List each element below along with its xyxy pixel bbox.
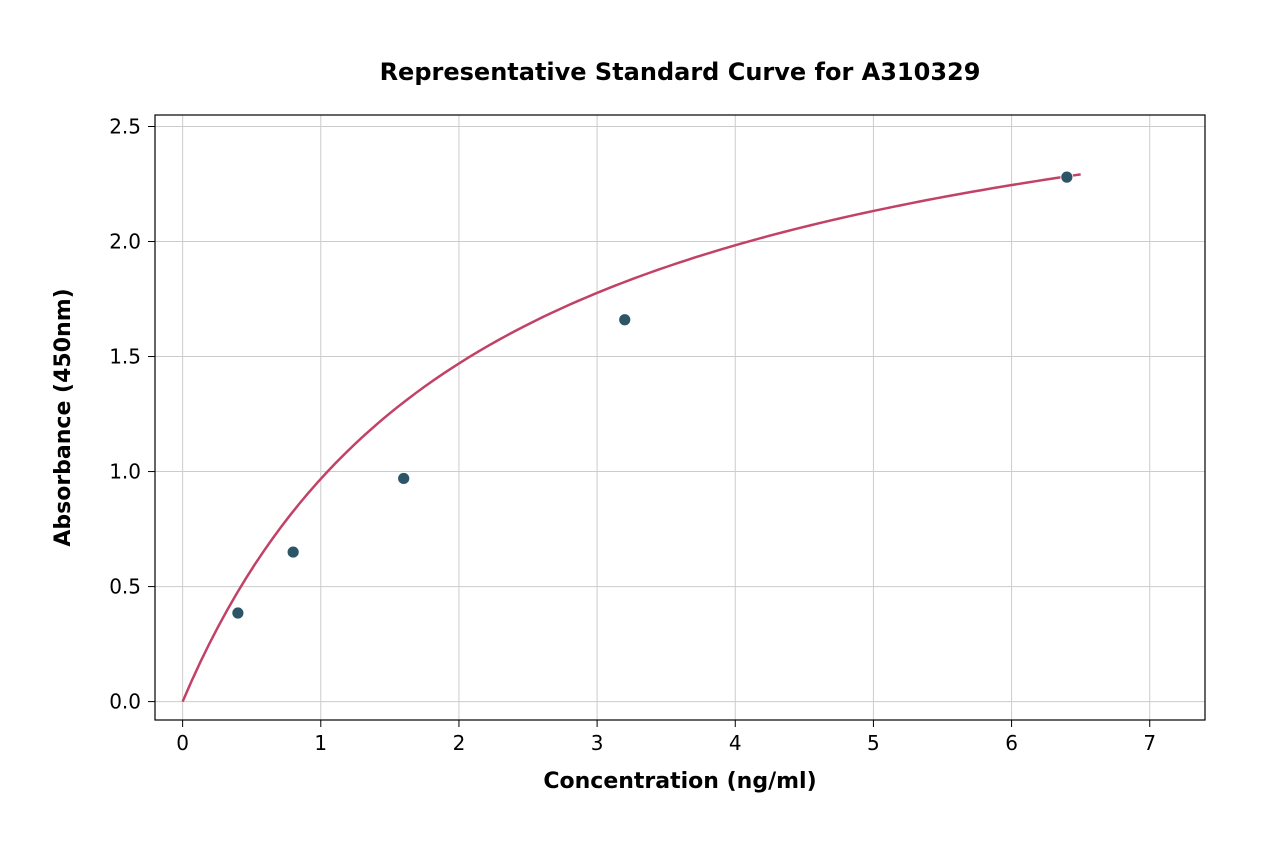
- fitted-curve: [183, 174, 1081, 701]
- data-point: [1061, 171, 1073, 183]
- data-points: [232, 171, 1073, 619]
- x-tick-label: 7: [1143, 731, 1156, 755]
- plot-border: [155, 115, 1205, 720]
- y-tick-label: 0.0: [109, 690, 141, 714]
- x-tick-label: 2: [453, 731, 466, 755]
- x-tick-label: 6: [1005, 731, 1018, 755]
- x-axis-label: Concentration (ng/ml): [543, 769, 816, 794]
- chart-title: Representative Standard Curve for A31032…: [380, 58, 981, 86]
- chart-container: Representative Standard Curve for A31032…: [0, 0, 1280, 845]
- data-point: [398, 472, 410, 484]
- data-point: [232, 607, 244, 619]
- y-tick-label: 1.0: [109, 460, 141, 484]
- chart-svg: Representative Standard Curve for A31032…: [0, 0, 1280, 845]
- x-tick-label: 4: [729, 731, 742, 755]
- grid: [155, 115, 1205, 720]
- x-tick-label: 1: [314, 731, 327, 755]
- data-point: [287, 546, 299, 558]
- y-tick-label: 2.0: [109, 230, 141, 254]
- y-tick-label: 0.5: [109, 575, 141, 599]
- y-tick-label: 2.5: [109, 115, 141, 139]
- y-tick-label: 1.5: [109, 345, 141, 369]
- y-ticks: 0.0 0.5 1.0 1.5 2.0 2.5: [109, 115, 155, 714]
- data-point: [619, 314, 631, 326]
- x-tick-label: 5: [867, 731, 880, 755]
- y-axis-label: Absorbance (450nm): [51, 288, 76, 546]
- x-tick-label: 3: [591, 731, 604, 755]
- x-tick-label: 0: [176, 731, 189, 755]
- x-ticks: 0 1 2 3 4 5 6 7: [176, 720, 1156, 755]
